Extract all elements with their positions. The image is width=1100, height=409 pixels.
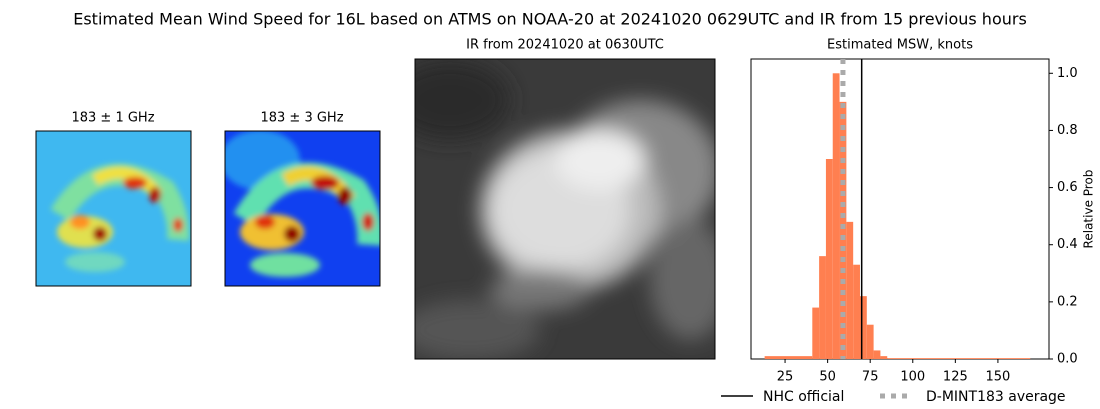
frame — [224, 130, 381, 287]
legend-label: NHC official — [763, 389, 844, 405]
ir-image — [415, 59, 715, 359]
histogram-bar — [825, 159, 833, 359]
y-tick-label: 0.4 — [1057, 237, 1078, 252]
histogram-bar — [866, 324, 874, 359]
histogram-bar — [832, 73, 840, 360]
microwave-image — [36, 131, 191, 286]
histogram-bar — [859, 296, 867, 359]
x-tick-label: 25 — [777, 370, 794, 385]
histogram-bar — [846, 221, 854, 359]
x-tick-label: 150 — [986, 370, 1011, 385]
y-axis-label: Relative Prob — [1082, 170, 1096, 249]
microwave-image — [225, 131, 380, 286]
x-tick-label: 75 — [862, 370, 879, 385]
y-tick-label: 0.2 — [1057, 294, 1078, 309]
y-tick-label: 0.8 — [1057, 123, 1078, 138]
panel-title: 183 ± 1 GHz — [71, 111, 154, 126]
histogram-bar — [819, 256, 826, 359]
histogram-bar — [873, 350, 881, 359]
plot-frame — [750, 58, 1050, 360]
histogram-bar — [764, 356, 813, 359]
histogram-bar — [887, 358, 1031, 359]
panel-title: 183 ± 3 GHz — [260, 111, 343, 126]
histogram-bar — [853, 264, 860, 359]
x-tick-label: 50 — [819, 370, 836, 385]
legend-label: D-MINT183 average — [926, 389, 1066, 405]
figure-title: Estimated Mean Wind Speed for 16L based … — [73, 10, 1027, 29]
frame — [35, 130, 192, 287]
y-tick-label: 0.0 — [1057, 352, 1078, 367]
y-tick-label: 0.6 — [1057, 180, 1078, 195]
x-tick-label: 125 — [943, 370, 968, 385]
chart-title: Estimated MSW, knots — [827, 38, 973, 53]
panel-title: IR from 20241020 at 0630UTC — [466, 38, 664, 53]
frame — [414, 58, 716, 360]
x-tick-label: 100 — [900, 370, 925, 385]
histogram-bar — [839, 101, 847, 359]
histogram-bar — [812, 307, 820, 359]
y-tick-label: 1.0 — [1057, 66, 1078, 81]
histogram-bar — [880, 356, 888, 359]
